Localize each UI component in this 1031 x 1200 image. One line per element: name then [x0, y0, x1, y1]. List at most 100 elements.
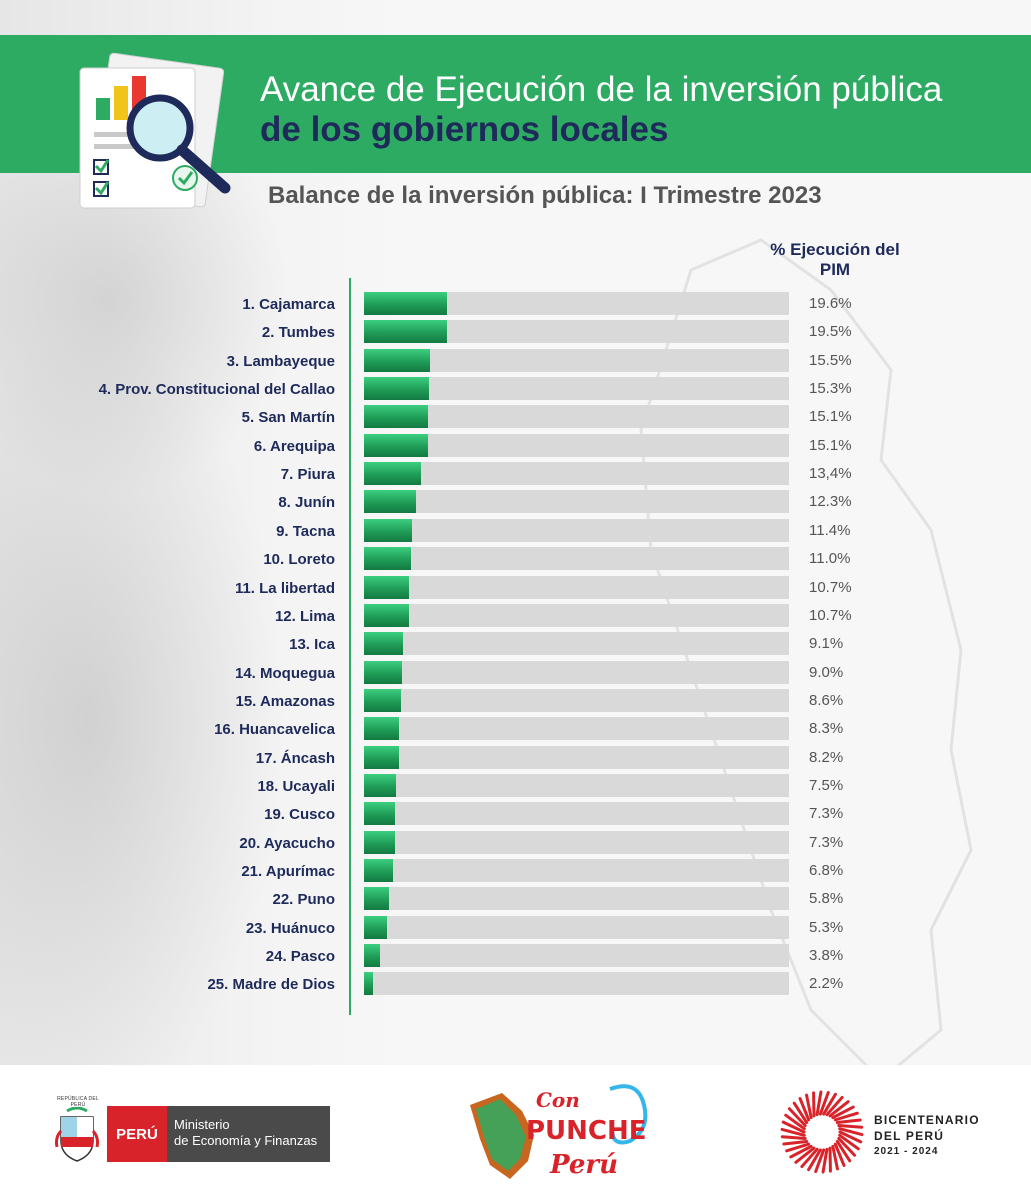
- bar-row: 3. Lambayeque 15.5%: [0, 348, 1031, 376]
- bar-row: 23. Huánuco 5.3%: [0, 915, 1031, 943]
- bar-category-label: 15. Amazonas: [235, 692, 336, 710]
- bar: [364, 490, 417, 514]
- ministry-line1: Ministerio: [174, 1117, 230, 1132]
- bar-value-label: 8.6%: [809, 691, 844, 709]
- bar-row: 10. Loreto 11.0%: [0, 546, 1031, 574]
- bar-track: [364, 660, 789, 684]
- peru-coat-of-arms-icon: [55, 1107, 99, 1162]
- bar-category-label: 8. Junín: [278, 494, 335, 512]
- bar-track: [364, 632, 789, 656]
- bar: [364, 377, 430, 401]
- bar-row: 19. Cusco 7.3%: [0, 801, 1031, 829]
- bar-row: 6. Arequipa 15.1%: [0, 433, 1031, 461]
- bar-value-label: 11.0%: [809, 550, 851, 568]
- bar-value-label: 5.3%: [809, 918, 844, 936]
- bar: [364, 688, 401, 712]
- bar-category-label: 16. Huancavelica: [214, 721, 335, 739]
- punche-con-text: Con: [536, 1088, 580, 1112]
- bar-row: 4. Prov. Constitucional del Callao 15.3%: [0, 376, 1031, 404]
- bar-value-label: 7.5%: [809, 776, 844, 794]
- bar-track: [364, 490, 789, 514]
- bar-value-label: 19.6%: [809, 295, 852, 312]
- bar-track: [364, 603, 789, 627]
- bar-row: 16. Huancavelica 8.3%: [0, 716, 1031, 744]
- ministry-line2: de Economía y Finanzas: [174, 1133, 318, 1148]
- bar-category-label: 6. Arequipa: [253, 437, 335, 455]
- bar-value-label: 7.3%: [809, 805, 844, 823]
- peru-badge: PERÚ: [107, 1106, 167, 1162]
- bar-row: 15. Amazonas 8.6%: [0, 688, 1031, 716]
- bar-track: [364, 859, 789, 882]
- bar-track: [364, 547, 789, 571]
- bar: [364, 972, 374, 996]
- bar-category-label: 24. Pasco: [265, 948, 335, 966]
- bar-value-label: 7.3%: [809, 833, 844, 851]
- bar-row: 17. Áncash 8.2%: [0, 745, 1031, 773]
- bar: [364, 745, 399, 769]
- page-title-line1: Avance de Ejecución de la inversión públ…: [260, 70, 943, 109]
- bar-category-label: 7. Piura: [280, 466, 335, 484]
- bar-row: 9. Tacna 11.4%: [0, 518, 1031, 546]
- bar: [364, 348, 430, 372]
- bar-category-label: 21. Apurímac: [241, 863, 335, 880]
- bar-value-label: 10.7%: [809, 606, 852, 624]
- bar-category-label: 13. Ica: [289, 636, 335, 654]
- bar-category-label: 17. Áncash: [255, 749, 335, 767]
- bar-row: 13. Ica 9.1%: [0, 631, 1031, 659]
- bar-category-label: 2. Tumbes: [261, 324, 335, 342]
- bar-category-label: 19. Cusco: [264, 806, 335, 824]
- bar-track: [364, 773, 789, 797]
- bar: [364, 462, 421, 486]
- bar: [364, 944, 381, 968]
- bar-row: 2. Tumbes 19.5%: [0, 319, 1031, 347]
- bar: [364, 603, 410, 627]
- bar: [364, 320, 447, 344]
- bicentenario-years: 2021 - 2024: [874, 1146, 939, 1157]
- bar-row: 25. Madre de Dios 2.2%: [0, 971, 1031, 999]
- bar-category-label: 23. Huánuco: [245, 919, 335, 937]
- value-column-header: % Ejecución del PIM: [770, 240, 900, 279]
- bar-track: [364, 745, 789, 769]
- bar-value-label: 8.3%: [809, 720, 844, 738]
- bar-row: 7. Piura 13,4%: [0, 461, 1031, 489]
- bar: [364, 547, 411, 571]
- bar-value-label: 9.1%: [809, 635, 844, 653]
- bar-track: [364, 688, 789, 712]
- bicentenario-title: BICENTENARIO: [874, 1113, 980, 1127]
- bar: [364, 915, 387, 939]
- bar-value-label: 9.0%: [809, 663, 844, 681]
- bar: [364, 292, 448, 315]
- bar-track: [364, 887, 789, 911]
- bar-category-label: 3. Lambayeque: [226, 352, 335, 370]
- bar: [364, 717, 400, 741]
- bicentenario-logo-icon: [780, 1090, 864, 1174]
- chart-subtitle: Balance de la inversión pública: I Trime…: [268, 182, 822, 209]
- bar-category-label: 20. Ayacucho: [239, 834, 335, 852]
- bar-row: 8. Junín 12.3%: [0, 489, 1031, 517]
- punche-peru-text: Perú: [549, 1150, 618, 1180]
- bar-category-label: 14. Moquegua: [234, 664, 335, 682]
- bar-track: [364, 802, 789, 826]
- bar-track: [364, 292, 789, 315]
- bar-track: [364, 462, 789, 486]
- bar-track: [364, 972, 789, 996]
- bar: [364, 802, 396, 826]
- bar-value-label: 6.8%: [809, 862, 844, 879]
- con-punche-peru-logo: Con PUNCHE Perú: [470, 1084, 648, 1180]
- bar: [364, 859, 393, 882]
- bar-track: [364, 915, 789, 939]
- bar-track: [364, 377, 789, 401]
- bar-track: [364, 433, 789, 457]
- bar-row: 24. Pasco 3.8%: [0, 943, 1031, 971]
- bar: [364, 773, 396, 797]
- bar-row: 14. Moquegua 9.0%: [0, 660, 1031, 688]
- bar-value-label: 15.3%: [809, 380, 852, 398]
- bar-category-label: 1. Cajamarca: [242, 296, 335, 313]
- bar: [364, 830, 396, 854]
- bar-track: [364, 717, 789, 741]
- bar-row: 20. Ayacucho 7.3%: [0, 830, 1031, 858]
- bar-category-label: 11. La libertad: [234, 579, 335, 597]
- bar-track: [364, 518, 789, 542]
- bar: [364, 433, 429, 457]
- bar-track: [364, 320, 789, 344]
